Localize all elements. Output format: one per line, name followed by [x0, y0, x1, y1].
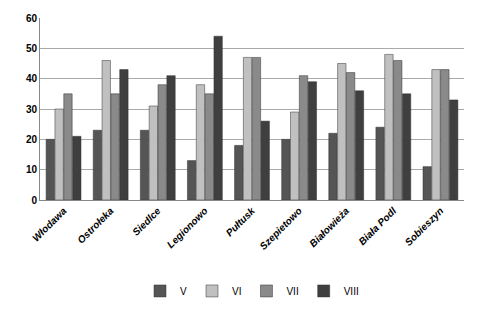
svg-text:VI: VI [232, 286, 241, 297]
svg-text:20: 20 [26, 134, 38, 145]
svg-text:10: 10 [26, 164, 38, 175]
svg-text:60: 60 [26, 13, 38, 24]
svg-text:Ostrołeka: Ostrołeka [75, 205, 116, 246]
svg-text:Włodawa: Włodawa [30, 205, 69, 244]
svg-text:Białowieża: Białowieża [307, 205, 351, 249]
svg-text:Szepietowo: Szepietowo [257, 205, 304, 252]
svg-text:Pułtusk: Pułtusk [224, 205, 258, 239]
svg-text:30: 30 [26, 104, 38, 115]
svg-text:VIII: VIII [344, 286, 359, 297]
svg-text:V: V [180, 286, 187, 297]
svg-text:Biała Podl: Biała Podl [356, 205, 398, 247]
svg-text:0: 0 [31, 195, 37, 206]
svg-text:VII: VII [286, 286, 298, 297]
svg-text:Sobieszyn: Sobieszyn [403, 205, 446, 248]
svg-text:Siedlce: Siedlce [130, 205, 163, 238]
svg-text:50: 50 [26, 43, 38, 54]
svg-text:Legionowo: Legionowo [165, 205, 210, 250]
svg-text:40: 40 [26, 73, 38, 84]
